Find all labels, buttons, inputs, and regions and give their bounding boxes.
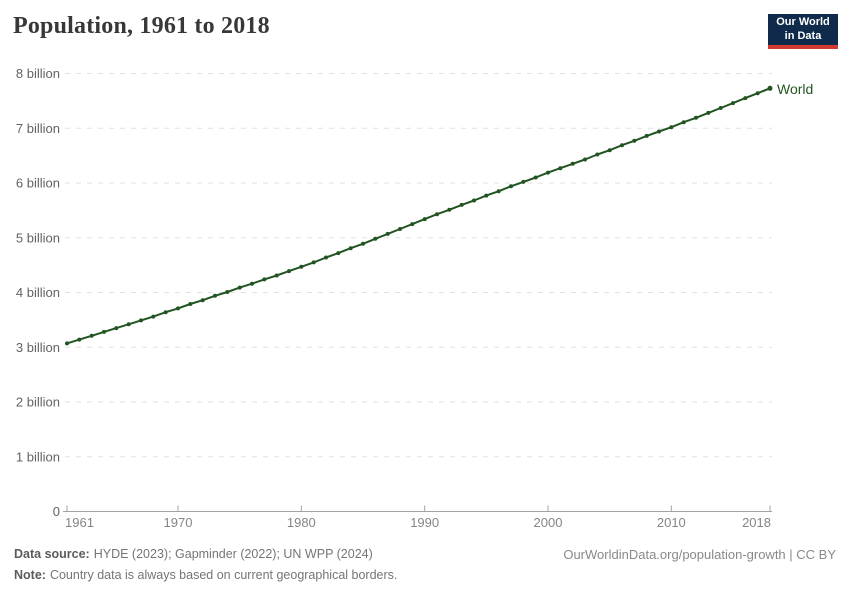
y-axis-tick-label: 8 billion bbox=[16, 66, 60, 81]
data-point-1974 bbox=[225, 290, 230, 294]
data-point-2001 bbox=[558, 166, 563, 171]
data-point-1997 bbox=[509, 184, 513, 189]
data-point-1979 bbox=[287, 269, 291, 274]
data-point-1995 bbox=[484, 193, 489, 198]
x-axis-tick-label: 1990 bbox=[410, 515, 439, 530]
data-point-1982 bbox=[324, 255, 328, 260]
data-point-1992 bbox=[447, 207, 452, 212]
data-point-1999 bbox=[533, 175, 538, 180]
data-point-1964 bbox=[102, 329, 106, 334]
owid-logo-line1: Our World bbox=[776, 15, 830, 28]
data-point-2014 bbox=[718, 106, 723, 110]
data-point-2017 bbox=[755, 91, 760, 96]
data-point-2012 bbox=[694, 115, 698, 120]
y-axis-tick-label: 4 billion bbox=[16, 285, 60, 300]
data-point-1961 bbox=[65, 341, 69, 346]
data-point-2008 bbox=[644, 133, 649, 138]
x-axis-tick-label: 2000 bbox=[534, 515, 563, 530]
data-point-2011 bbox=[681, 120, 686, 125]
footer-citation-link[interactable]: OurWorldinData.org/population-growth | C… bbox=[563, 547, 836, 562]
data-point-1978 bbox=[274, 273, 279, 278]
data-point-1967 bbox=[139, 318, 143, 323]
data-point-1972 bbox=[200, 298, 205, 303]
data-point-2016 bbox=[743, 96, 748, 101]
series-end-label[interactable]: World bbox=[777, 81, 814, 97]
data-point-1986 bbox=[373, 236, 378, 241]
y-axis-tick-label: 3 billion bbox=[16, 340, 60, 355]
data-point-1993 bbox=[459, 202, 464, 207]
data-point-1962 bbox=[77, 337, 82, 342]
y-axis-tick-label: 2 billion bbox=[16, 395, 60, 410]
data-point-1984 bbox=[348, 246, 353, 251]
data-point-2007 bbox=[632, 138, 637, 143]
data-point-2003 bbox=[583, 157, 587, 162]
y-axis-tick-label: 0 bbox=[53, 504, 60, 519]
data-point-2009 bbox=[657, 129, 661, 134]
data-point-2013 bbox=[706, 110, 711, 115]
owid-logo[interactable]: Our World in Data bbox=[768, 14, 838, 49]
x-axis-tick-label: 1980 bbox=[287, 515, 316, 530]
data-point-1998 bbox=[521, 179, 526, 184]
note-label: Note: bbox=[14, 568, 46, 582]
data-point-1983 bbox=[336, 251, 341, 256]
data-point-1976 bbox=[250, 281, 254, 286]
data-point-1990 bbox=[422, 217, 427, 222]
data-point-2002 bbox=[570, 161, 575, 166]
data-point-1985 bbox=[361, 241, 365, 246]
note-line: Note: Country data is always based on cur… bbox=[14, 568, 397, 582]
x-axis-tick-label: 2010 bbox=[657, 515, 686, 530]
data-point-1965 bbox=[114, 326, 119, 331]
data-point-1969 bbox=[163, 310, 168, 315]
owid-logo-line2: in Data bbox=[784, 29, 822, 42]
data-point-1977 bbox=[262, 277, 267, 282]
data-point-1989 bbox=[410, 222, 415, 227]
note-text: Country data is always based on current … bbox=[49, 568, 398, 582]
data-point-1968 bbox=[151, 314, 156, 319]
data-source-label: Data source: bbox=[14, 547, 90, 561]
data-point-1975 bbox=[237, 285, 242, 290]
data-point-1970 bbox=[176, 306, 180, 311]
population-line-chart: 0 1 billion 2 billion 3 billion 4 billion 5 b… bbox=[16, 66, 773, 530]
series-line-world bbox=[66, 87, 771, 345]
data-point-1988 bbox=[398, 227, 402, 231]
data-point-1987 bbox=[385, 231, 390, 236]
data-point-2018 bbox=[767, 85, 773, 91]
data-point-1994 bbox=[472, 198, 476, 203]
data-point-1973 bbox=[213, 293, 217, 298]
y-axis-tick-label: 5 billion bbox=[16, 230, 60, 245]
data-point-1991 bbox=[435, 212, 439, 217]
data-point-1963 bbox=[89, 333, 94, 338]
y-axis-tick-label: 6 billion bbox=[16, 176, 60, 191]
data-source-text: HYDE (2023); Gapminder (2022); UN WPP (2… bbox=[93, 547, 373, 561]
y-axis-tick-label: 7 billion bbox=[16, 121, 60, 136]
data-point-2006 bbox=[620, 143, 624, 148]
data-point-2000 bbox=[546, 170, 550, 175]
data-source-line: Data source: HYDE (2023); Gapminder (2022… bbox=[14, 547, 373, 561]
data-point-2010 bbox=[669, 125, 674, 130]
x-axis-tick-label: 1961 bbox=[65, 515, 94, 530]
data-point-1971 bbox=[188, 302, 193, 306]
data-point-2015 bbox=[731, 101, 735, 106]
x-axis-tick-label: 2018 bbox=[742, 515, 771, 530]
x-axis-tick-label: 1970 bbox=[164, 515, 193, 530]
chart-title: Population, 1961 to 2018 bbox=[13, 13, 270, 39]
data-point-1996 bbox=[496, 189, 501, 194]
data-point-1981 bbox=[311, 260, 316, 265]
data-point-2004 bbox=[595, 152, 600, 157]
data-point-2005 bbox=[607, 148, 612, 153]
data-point-1966 bbox=[126, 322, 131, 327]
y-axis-tick-label: 1 billion bbox=[16, 449, 60, 464]
data-point-1980 bbox=[299, 264, 304, 269]
